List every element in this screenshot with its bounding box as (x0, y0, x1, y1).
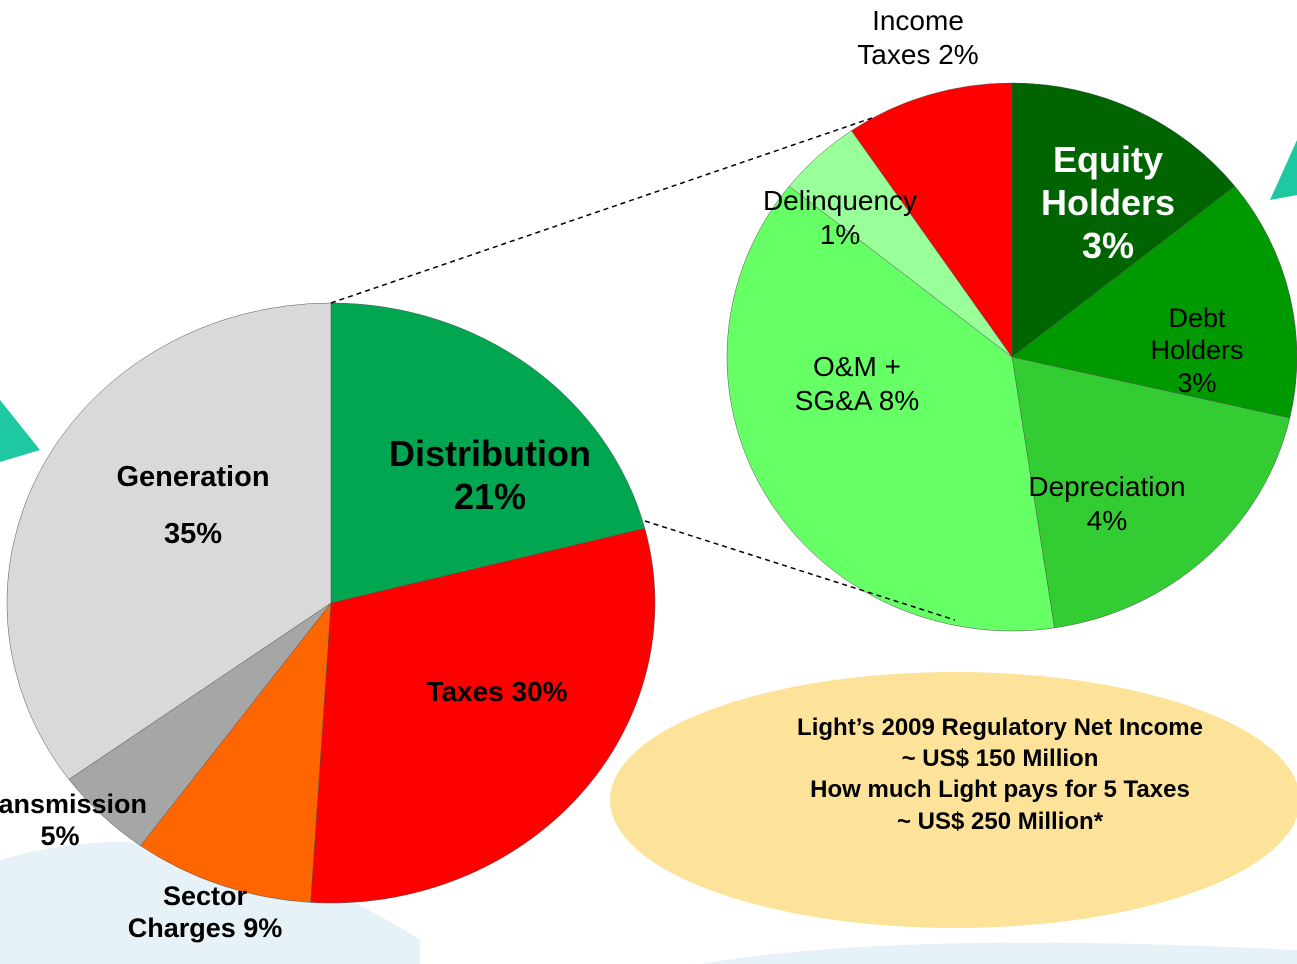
slice-name: Distribution (389, 433, 591, 474)
slice-value: 8% (879, 385, 919, 416)
slice-value: 5% (0, 820, 160, 852)
decor-arrow (0, 400, 40, 462)
slice-label: Sector Charges 9% (115, 880, 295, 945)
slice-label: Debt Holders 3% (1142, 302, 1252, 399)
slice-label: Delinquency 1% (740, 184, 940, 251)
slice-name: Depreciation (1028, 471, 1185, 502)
slice-value: 3% (1023, 224, 1193, 267)
callout-line: Light’s 2009 Regulatory Net Income (700, 712, 1297, 743)
slice-value: 9% (243, 913, 282, 943)
slice-name: Equity Holders (1041, 139, 1175, 223)
callout: Light’s 2009 Regulatory Net Income ~ US$… (700, 712, 1297, 837)
slide: Light’s 2009 Regulatory Net Income ~ US$… (0, 0, 1297, 964)
callout-line: ~ US$ 250 Million* (700, 806, 1297, 837)
slice-label: Transmission 5% (0, 788, 160, 853)
slice-value: 30% (512, 676, 568, 707)
slice-label: Distribution 21% (360, 432, 620, 518)
slice-value: 2% (938, 39, 978, 70)
slice-value: 35% (83, 517, 303, 552)
slice-name: Debt Holders (1150, 303, 1243, 365)
callout-line: ~ US$ 150 Million (700, 743, 1297, 774)
slice-name: Delinquency (763, 185, 917, 216)
callout-line: How much Light pays for 5 Taxes (700, 774, 1297, 805)
slice-label: Depreciation 4% (997, 470, 1217, 537)
slice-label: O&M + SG&A 8% (787, 350, 927, 417)
slice-label: Equity Holders 3% (1023, 138, 1193, 268)
decor-wave (700, 943, 1297, 964)
slice-label: Taxes 30% (367, 675, 627, 709)
slice-name: Sector Charges (128, 881, 247, 943)
slice-label: Generation 35% (83, 460, 303, 552)
slice-name: Generation (116, 461, 269, 493)
decor-arrow (1270, 140, 1297, 200)
slice-value: 4% (997, 504, 1217, 538)
slice-name: Transmission (0, 789, 147, 819)
slice-value: 3% (1177, 368, 1216, 398)
slice-name: Taxes (426, 676, 503, 707)
slice-value: 21% (360, 475, 620, 518)
slice-label: Income Taxes 2% (838, 4, 998, 71)
slice-value: 1% (740, 218, 940, 252)
